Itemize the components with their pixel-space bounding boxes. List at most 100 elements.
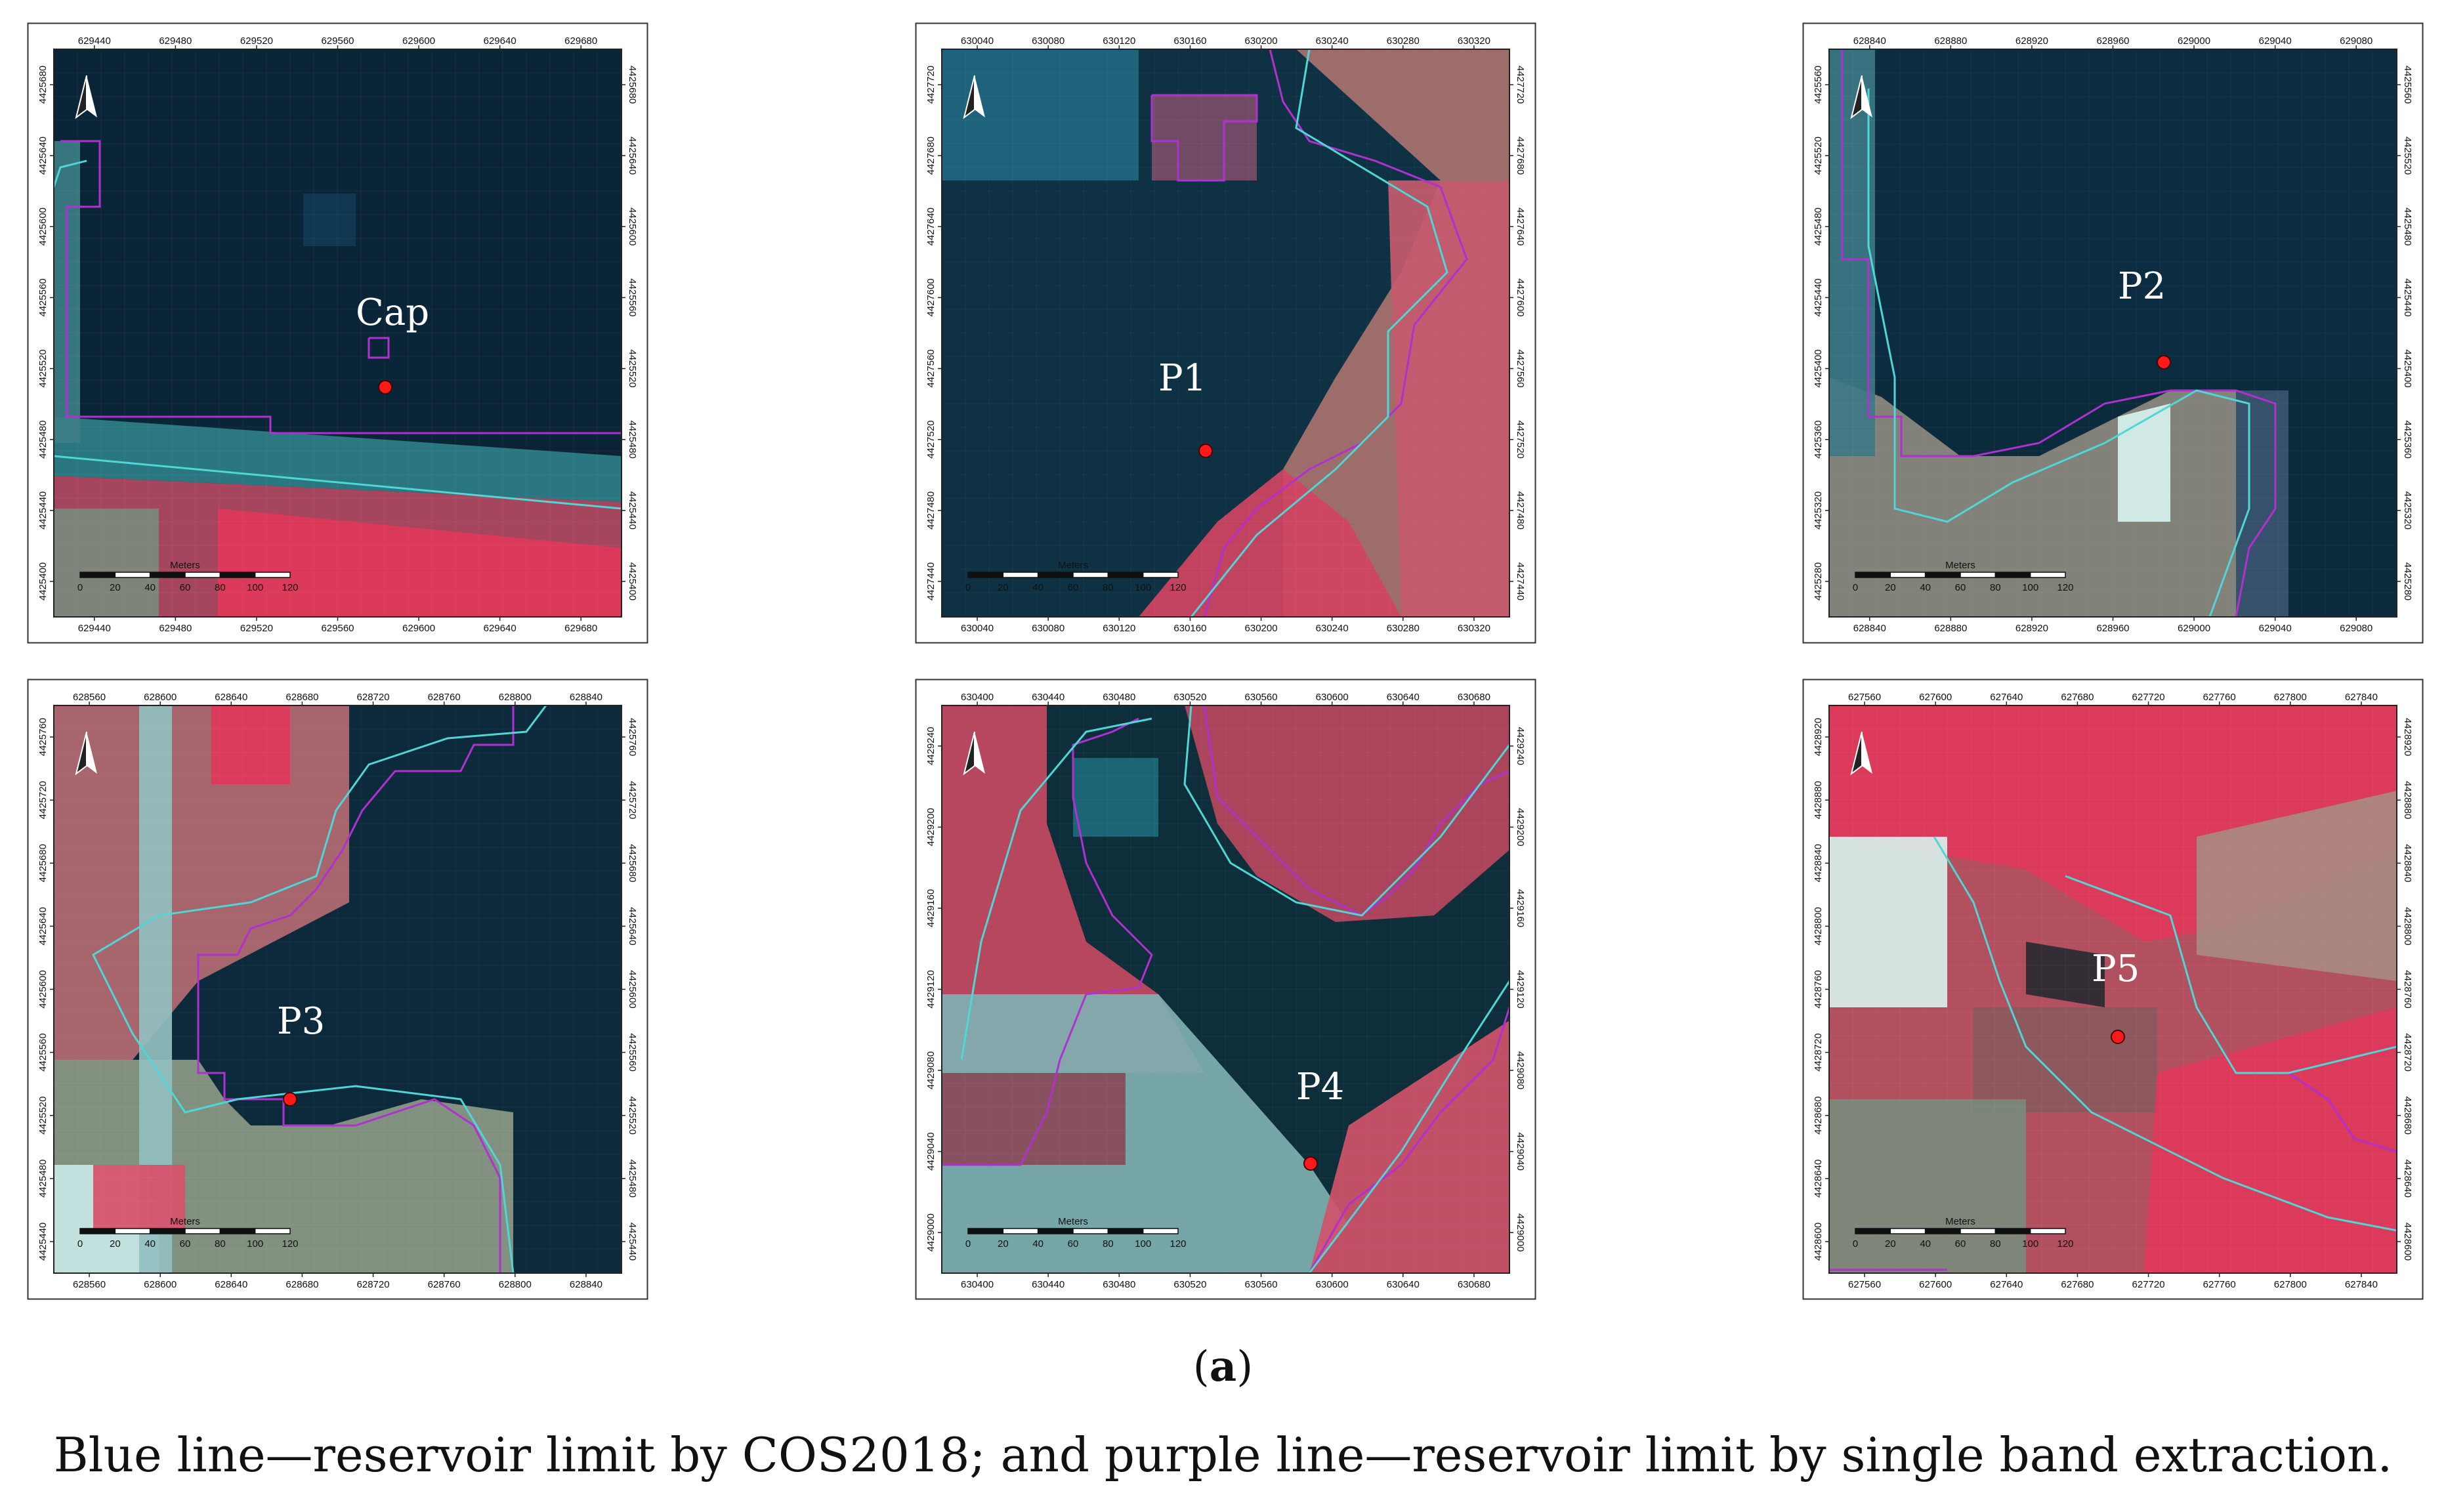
y-tick-label: 4425560	[627, 278, 638, 316]
scale-bar-segment	[254, 572, 291, 578]
x-tick-label: 629600	[402, 35, 435, 47]
single-band-extraction-boundary	[60, 140, 622, 434]
scale-bar-segment	[1994, 572, 2031, 578]
scale-bar-tick: 60	[180, 1238, 191, 1250]
scale-bar: Meters 0 20 40 60 80 100 120	[77, 560, 299, 593]
y-tick-label: 4429000	[1515, 1213, 1526, 1251]
x-tick-label: 630400	[961, 692, 994, 703]
y-tick-label: 4427600	[1515, 278, 1526, 316]
y-tick-label: 4425640	[627, 907, 638, 945]
scale-bar-tick: 40	[1032, 582, 1044, 593]
single-band-extraction-boundary	[197, 705, 515, 1273]
scale-bar-title: Meters	[170, 560, 200, 571]
y-tick-label: 4425440	[37, 1223, 49, 1261]
y-tick-label: 4425560	[1813, 66, 1824, 104]
y-tick-label: 4427440	[1515, 562, 1526, 600]
y-tick-label: 4425480	[37, 1160, 49, 1198]
y-tick-label: 4425280	[2402, 562, 2413, 600]
cos2018-boundary	[2065, 875, 2397, 1074]
x-tick-label: 629440	[78, 35, 111, 47]
imagery-region	[218, 509, 622, 617]
cos2018-boundary	[1190, 49, 1448, 617]
sample-point-marker	[2157, 355, 2171, 369]
x-tick-label: 627560	[1848, 692, 1881, 703]
scale-bar-tick: 0	[1853, 1238, 1858, 1250]
y-tick-label: 4425600	[37, 970, 49, 1008]
scale-bar-segment	[184, 1228, 221, 1234]
scale-bar-tick: 80	[215, 1238, 226, 1250]
scale-bar-segment	[1002, 1228, 1039, 1234]
scale-bar-segment	[1107, 572, 1144, 578]
scale-bar-segment	[967, 1228, 1004, 1234]
y-tick-label: 4428840	[1813, 844, 1824, 882]
imagery-region	[1829, 837, 1947, 1007]
imagery-region	[2144, 1007, 2397, 1273]
x-tick-label: 629640	[484, 623, 517, 634]
y-tick-label: 4425520	[627, 349, 638, 387]
sample-point-label: Cap	[356, 291, 429, 334]
scale-bar-tick: 60	[1955, 582, 1966, 593]
y-tick-label: 4425520	[37, 1097, 49, 1135]
y-tick-label: 4425360	[1813, 420, 1824, 458]
scale-bar-title: Meters	[1058, 1216, 1088, 1227]
y-tick-label: 4428600	[1813, 1223, 1824, 1261]
north-arrow-icon	[75, 75, 97, 119]
imagery-region	[54, 509, 159, 617]
x-tick-label: 630480	[1103, 1279, 1135, 1290]
scale-bar: Meters 0 20 40 60 80 100 120	[1853, 1216, 2074, 1250]
y-tick-label: 4425640	[627, 136, 638, 175]
y-tick-label: 4429160	[1515, 889, 1526, 927]
cos2018-boundary	[1933, 836, 2397, 1232]
y-tick-label: 4425680	[627, 66, 638, 104]
imagery-region	[942, 705, 1204, 1073]
scale-bar-tick: 0	[965, 582, 971, 593]
y-tick-label: 4425760	[627, 718, 638, 756]
north-arrow-icon	[963, 731, 985, 776]
scale-bar-segment	[1855, 1228, 1891, 1234]
y-tick-label: 4428840	[2402, 844, 2413, 882]
y-tick-label: 4427480	[1515, 492, 1526, 530]
map-image-p4: P4 Meters 0 20 40 60 80 100 120	[942, 705, 1509, 1273]
x-tick-label: 630040	[961, 623, 994, 634]
y-tick-label: 4425440	[627, 1223, 638, 1261]
scale-bar-tick: 60	[1068, 1238, 1079, 1250]
scale-bar-title: Meters	[1945, 560, 1975, 571]
y-tick-label: 4425560	[37, 278, 49, 316]
x-tick-label: 629520	[240, 35, 273, 47]
x-tick-label: 629680	[564, 35, 597, 47]
x-tick-label: 630080	[1032, 35, 1065, 47]
scale-bar-tick: 80	[1103, 1238, 1114, 1250]
x-tick-label: 630160	[1173, 623, 1206, 634]
scale-bar-segment	[1924, 1228, 1961, 1234]
y-tick-label: 4425520	[1813, 136, 1824, 175]
scale-bar-segment	[1142, 572, 1179, 578]
x-tick-label: 630040	[961, 35, 994, 47]
scale-bar-segment	[967, 572, 1004, 578]
sample-point-label: P1	[1158, 357, 1206, 400]
sample-point-marker	[283, 1092, 297, 1106]
x-tick-label: 628920	[2015, 35, 2048, 47]
map-border	[941, 49, 1510, 618]
x-tick-label: 630320	[1458, 623, 1490, 634]
x-tick-label: 627720	[2132, 692, 2165, 703]
imagery-region	[1388, 180, 1509, 617]
scale-bar-tick: 100	[1135, 582, 1151, 593]
x-tick-label: 630120	[1103, 35, 1135, 47]
y-tick-label: 4425440	[1813, 278, 1824, 316]
y-tick-label: 4425560	[627, 1033, 638, 1071]
imagery-region	[211, 705, 290, 784]
map-panel-p1: P1 Meters 0 20 40 60 80 100 120 630040 630040 63008…	[915, 22, 1536, 644]
y-tick-label: 4428600	[2402, 1223, 2413, 1261]
scale-bar-tick: 40	[144, 1238, 156, 1250]
scale-bar-tick: 100	[2022, 582, 2038, 593]
y-tick-label: 4425360	[2402, 420, 2413, 458]
scale-bar-segment	[219, 572, 256, 578]
imagery-region	[1073, 758, 1158, 837]
x-tick-label: 629680	[564, 623, 597, 634]
y-tick-label: 4427720	[925, 66, 937, 104]
cos2018-boundary	[92, 705, 547, 1273]
scale-bar-segment	[1889, 1228, 1926, 1234]
map-image-cap: Cap Meters 0 20 40 60 80 100 120	[54, 49, 622, 617]
y-tick-label: 4428760	[1813, 970, 1824, 1008]
x-tick-label: 629560	[321, 35, 354, 47]
